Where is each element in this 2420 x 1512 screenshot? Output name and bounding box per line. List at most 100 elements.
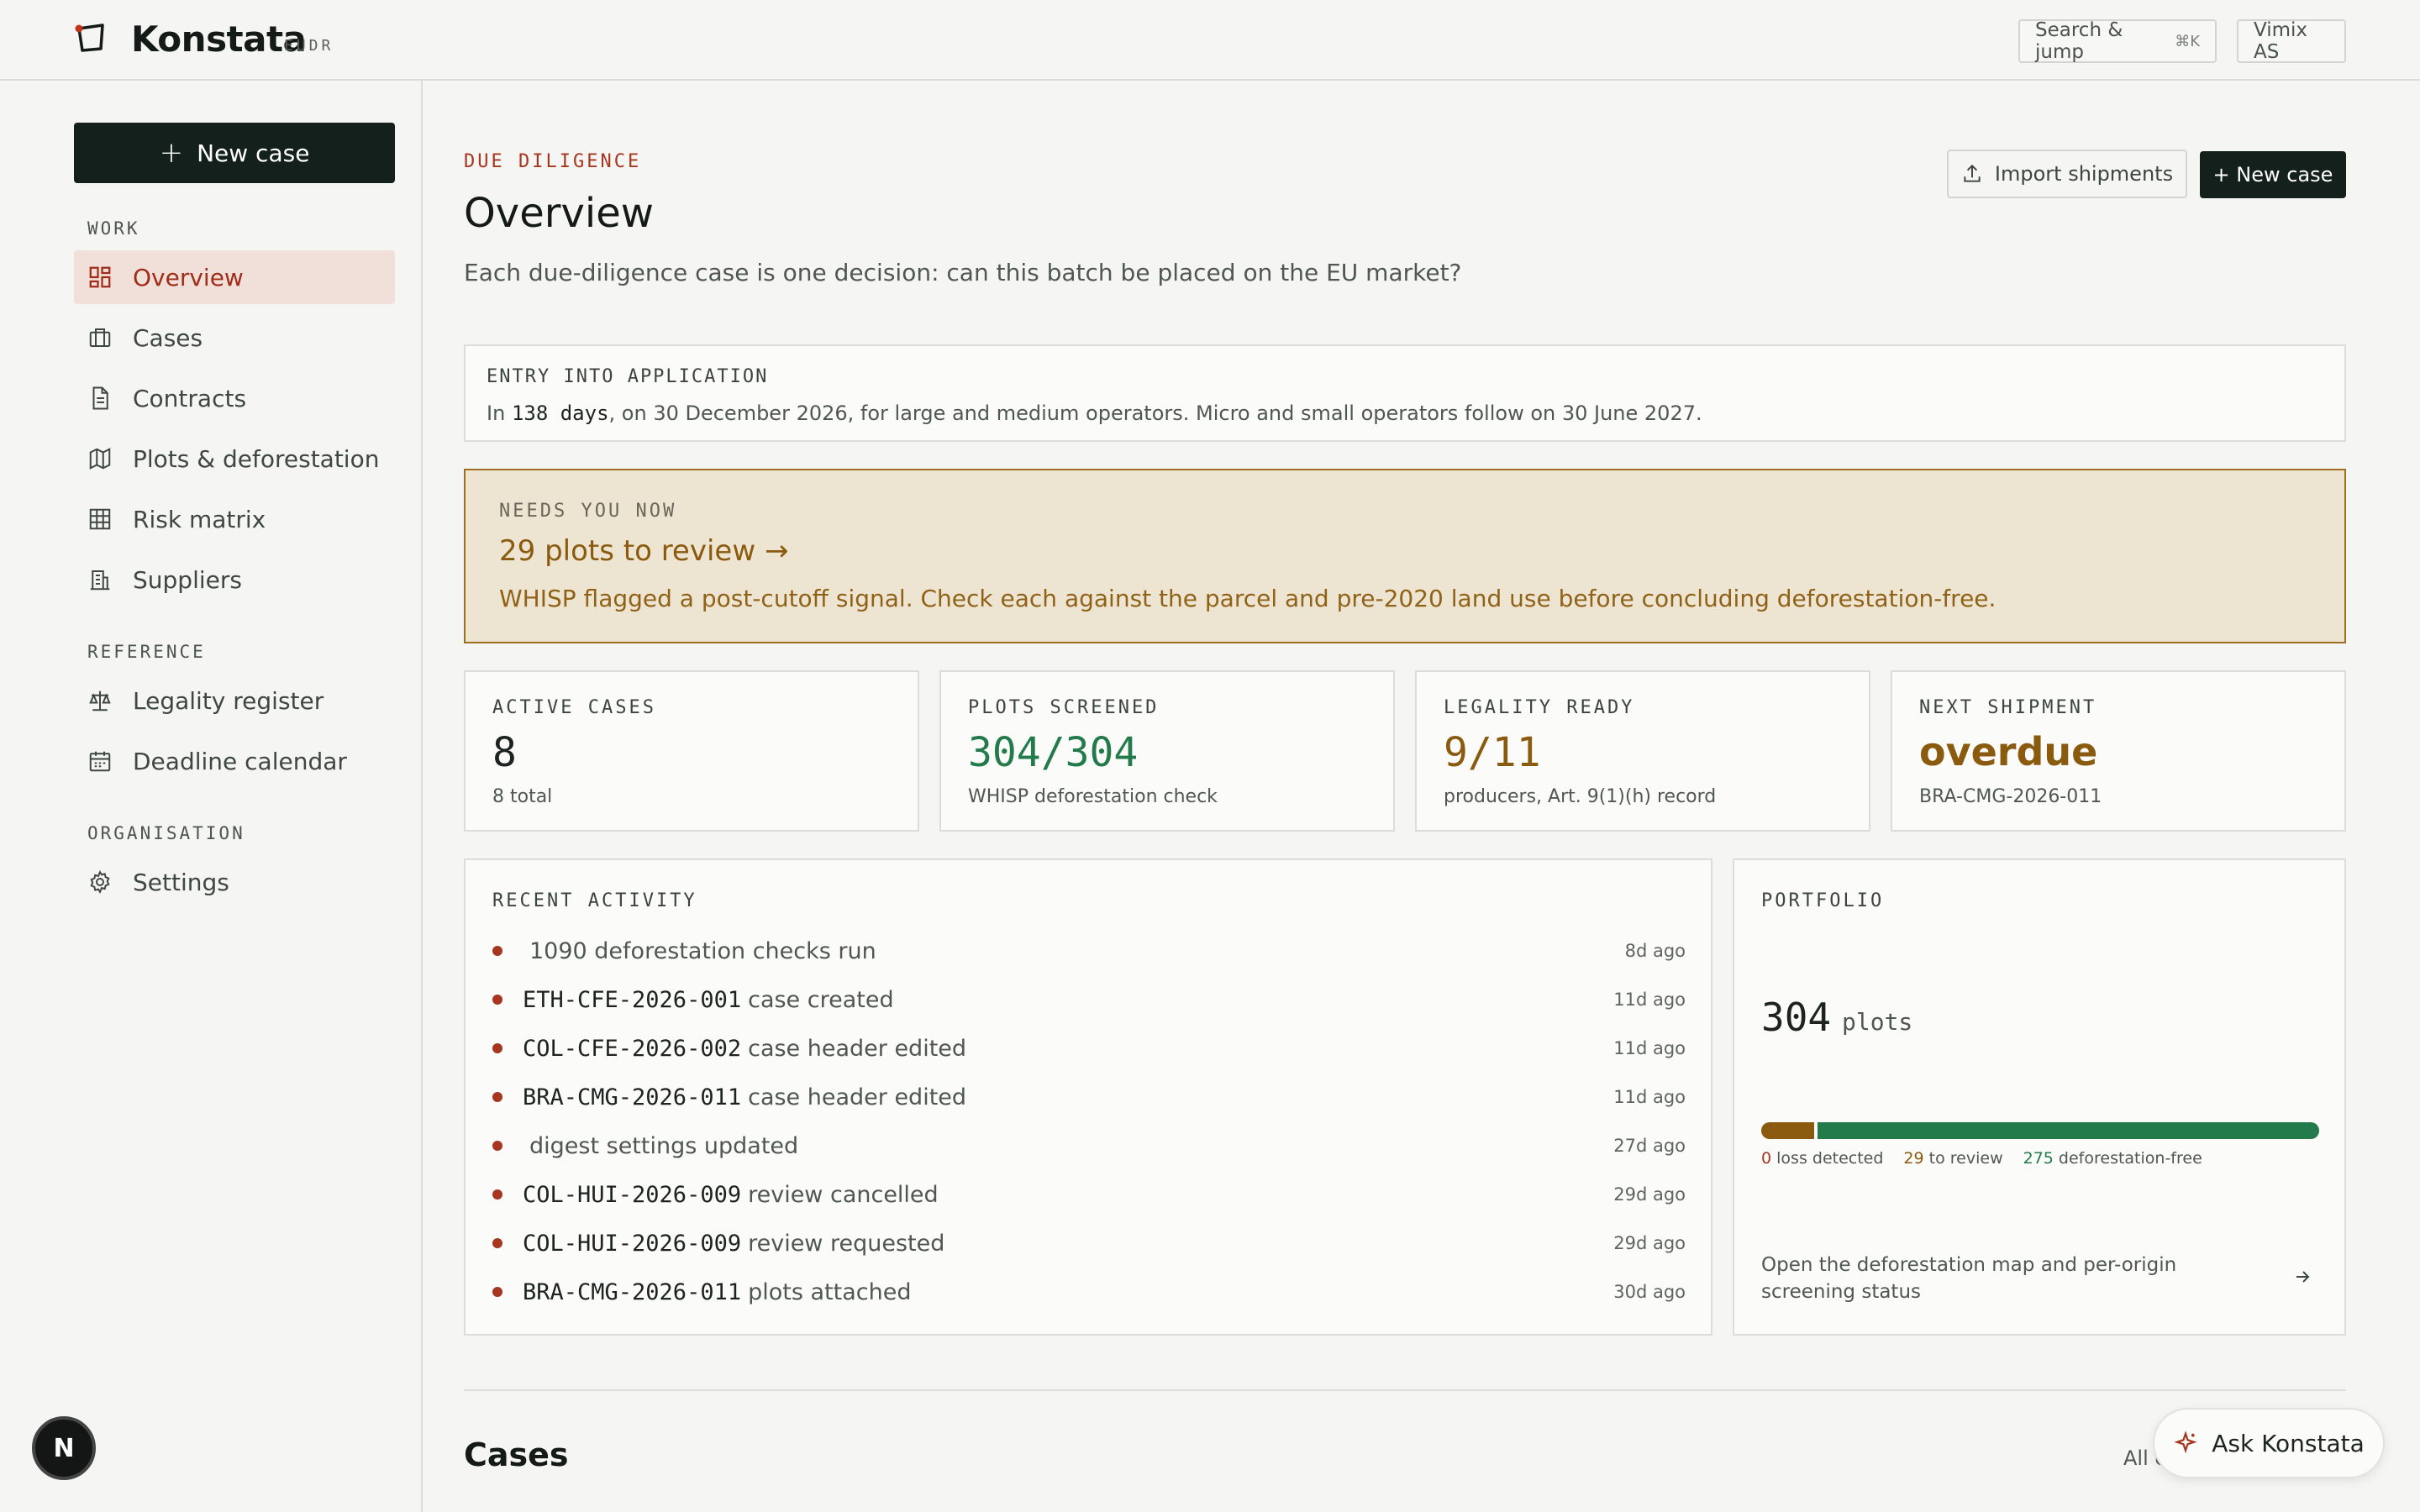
document-icon <box>92 386 108 410</box>
bullet-dot <box>492 995 502 1005</box>
stat-label: ACTIVE CASES <box>492 697 656 718</box>
building-icon <box>90 570 110 591</box>
plus-icon: + <box>159 136 184 170</box>
sidebar-item-legality-register[interactable]: Legality register <box>74 674 395 727</box>
sidebar-item-label: Legality register <box>133 686 324 715</box>
activity-code[interactable]: COL-CFE-2026-002 <box>523 1035 742 1062</box>
activity-time: 27d ago <box>1613 1136 1686 1156</box>
stat-next-shipment: NEXT SHIPMENT overdue BRA-CMG-2026-011 <box>1891 670 2346 832</box>
ask-label: Ask Konstata <box>2212 1429 2365 1457</box>
recent-activity-panel: RECENT ACTIVITY 1090 deforestation check… <box>464 858 1712 1336</box>
new-case-header-button[interactable]: + New case <box>2200 151 2346 198</box>
stat-value: overdue <box>1919 729 2098 774</box>
activity-time: 29d ago <box>1613 1184 1686 1205</box>
sidebar-item-label: Plots & deforestation <box>133 444 380 473</box>
needs-attention-card[interactable]: NEEDS YOU NOW 29 plots to review → WHISP… <box>464 469 2346 643</box>
map-icon <box>89 448 111 470</box>
activity-text: case header edited <box>748 1084 967 1110</box>
sidebar-item-label: Contracts <box>133 384 247 412</box>
activity-time: 11d ago <box>1613 990 1686 1010</box>
import-shipments-button[interactable]: Import shipments <box>1947 150 2187 198</box>
scales-icon <box>89 690 111 711</box>
stat-value: 304/304 <box>968 729 1139 776</box>
section-divider <box>464 1389 2346 1391</box>
bullet-dot <box>492 1287 502 1297</box>
sidebar-item-label: Settings <box>133 868 229 896</box>
portfolio-panel: PORTFOLIO 304 plots 0 loss detected 29 t… <box>1733 858 2346 1336</box>
legend-free-count: 275 <box>2023 1149 2054 1168</box>
deforestation-map-link[interactable]: Open the deforestation map and per-origi… <box>1761 1254 2177 1303</box>
search-label: Search & jump <box>2035 19 2123 63</box>
activity-item: digest settings updated 27d ago <box>492 1129 1686 1163</box>
bullet-dot <box>492 946 502 956</box>
activity-code[interactable]: BRA-CMG-2026-011 <box>523 1278 742 1305</box>
sidebar-item-cases[interactable]: Cases <box>74 311 395 365</box>
entry-days: 138 days <box>511 402 609 425</box>
alert-description: WHISP flagged a post-cutoff signal. Chec… <box>499 585 1996 612</box>
section-label-reference: REFERENCE <box>87 642 206 662</box>
activity-item: BRA-CMG-2026-011 plots attached 30d ago <box>492 1275 1686 1309</box>
sidebar-item-deadline-calendar[interactable]: Deadline calendar <box>74 734 395 788</box>
sidebar-item-label: Suppliers <box>133 565 242 594</box>
entry-into-application-card: ENTRY INTO APPLICATION In 138 days, on 3… <box>464 344 2346 442</box>
stat-value: 8 <box>492 729 517 776</box>
activity-time: 11d ago <box>1613 1087 1686 1107</box>
stat-label: NEXT SHIPMENT <box>1919 697 2097 718</box>
sidebar-item-plots[interactable]: Plots & deforestation <box>74 432 395 486</box>
alert-heading-link[interactable]: 29 plots to review → <box>499 534 789 568</box>
stat-label: LEGALITY READY <box>1444 697 1635 718</box>
bullet-dot <box>492 1189 502 1200</box>
legend-loss-count: 0 <box>1761 1149 1772 1168</box>
user-avatar[interactable]: N <box>32 1416 96 1480</box>
activity-time: 11d ago <box>1613 1038 1686 1058</box>
activity-code[interactable]: ETH-CFE-2026-001 <box>523 986 742 1013</box>
activity-text: review requested <box>748 1230 945 1257</box>
activity-code[interactable]: COL-HUI-2026-009 <box>523 1181 742 1208</box>
stat-sub: 8 total <box>492 786 553 807</box>
search-button[interactable]: Search & jump ⌘K <box>2018 19 2217 63</box>
activity-time: 29d ago <box>1613 1233 1686 1253</box>
sidebar-item-risk-matrix[interactable]: Risk matrix <box>74 492 395 546</box>
sidebar-item-label: Risk matrix <box>133 505 266 533</box>
activity-code[interactable]: BRA-CMG-2026-011 <box>523 1084 742 1110</box>
new-case-button[interactable]: + New case <box>74 123 395 183</box>
activity-item: COL-CFE-2026-002 case header edited 11d ag… <box>492 1032 1686 1065</box>
sidebar-item-settings[interactable]: Settings <box>74 855 395 909</box>
portfolio-unit: plots <box>1842 1008 1913 1036</box>
entry-prefix: In <box>487 402 506 425</box>
stat-label: PLOTS SCREENED <box>968 697 1160 718</box>
activity-text: case created <box>748 986 894 1013</box>
sidebar-item-contracts[interactable]: Contracts <box>74 371 395 425</box>
import-label: Import shipments <box>1994 162 2174 186</box>
stat-active-cases: ACTIVE CASES 8 8 total <box>464 670 919 832</box>
activity-item: BRA-CMG-2026-011 case header edited 11d ag… <box>492 1080 1686 1114</box>
ask-assistant-button[interactable]: Ask Konstata <box>2153 1408 2385 1478</box>
portfolio-label: PORTFOLIO <box>1761 890 1885 911</box>
sidebar-item-suppliers[interactable]: Suppliers <box>74 553 395 606</box>
top-bar: Konstata EUDR Search & jump ⌘K Vimix AS <box>0 0 2420 81</box>
legend-free: 275 deforestation-free <box>2023 1149 2202 1168</box>
section-label-work: WORK <box>87 218 140 239</box>
calendar-icon <box>89 751 111 772</box>
activity-item: COL-HUI-2026-009 review cancelled 29d ago <box>492 1178 1686 1211</box>
sidebar-item-overview[interactable]: Overview <box>74 250 395 304</box>
bullet-dot <box>492 1238 502 1248</box>
org-switcher[interactable]: Vimix AS <box>2237 19 2346 63</box>
stat-value: 9/11 <box>1444 729 1541 776</box>
stat-sub: WHISP deforestation check <box>968 786 1218 807</box>
brand-sub: EUDR <box>284 37 334 55</box>
activity-text: digest settings updated <box>529 1132 799 1159</box>
grid-icon <box>89 508 111 530</box>
activity-code[interactable]: COL-HUI-2026-009 <box>523 1230 742 1257</box>
activity-time: 30d ago <box>1613 1282 1686 1302</box>
sidebar: + New case WORK Overview Cases Contracts… <box>0 81 423 1512</box>
new-case-label: New case <box>197 139 310 167</box>
sidebar-item-label: Overview <box>133 263 244 291</box>
arrow-right-icon[interactable] <box>2292 1267 2312 1287</box>
sidebar-item-label: Cases <box>133 323 203 352</box>
search-shortcut: ⌘K <box>2175 32 2200 50</box>
page-eyebrow: DUE DILIGENCE <box>464 151 642 172</box>
legend-loss-label: loss detected <box>1776 1149 1884 1168</box>
activity-item: COL-HUI-2026-009 review requested 29d ago <box>492 1226 1686 1260</box>
gear-icon <box>90 869 110 895</box>
